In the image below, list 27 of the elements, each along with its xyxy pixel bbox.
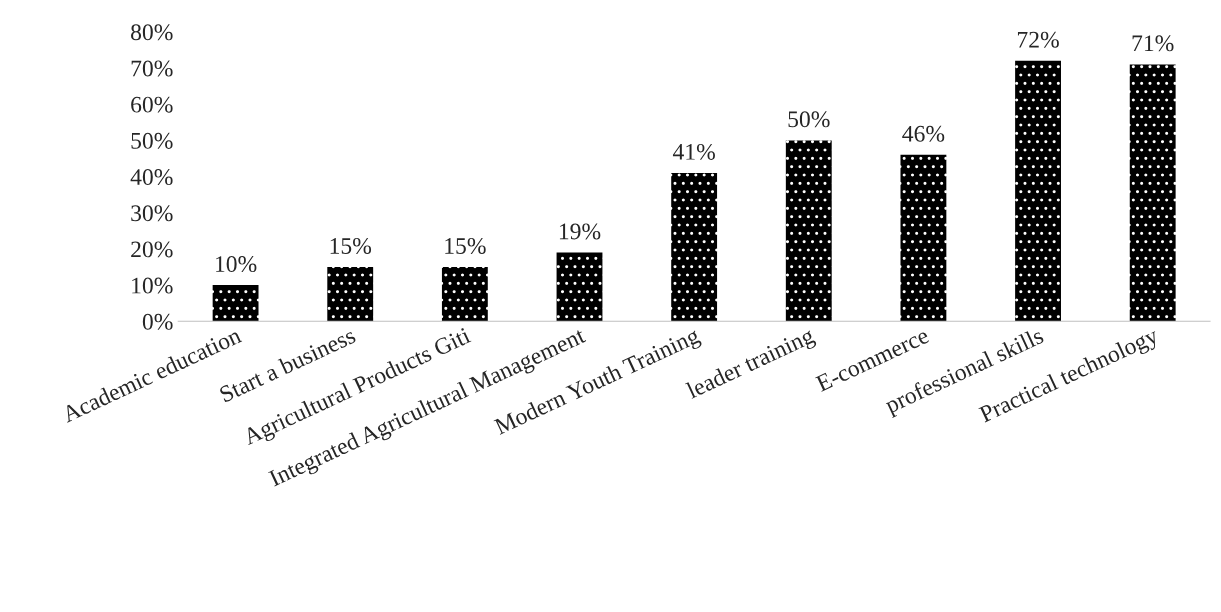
data-label: 19% (559, 223, 601, 240)
bar (441, 267, 488, 322)
bar (1129, 64, 1176, 322)
y-tick-label: 0% (142, 313, 173, 330)
y-tick-label: 30% (131, 205, 173, 222)
data-label: 71% (1132, 35, 1174, 52)
bar (556, 252, 603, 322)
bar (785, 140, 832, 322)
data-label: 72% (1017, 31, 1059, 48)
data-label: 46% (902, 125, 945, 142)
y-tick-label: 70% (131, 60, 173, 77)
data-label: 41% (672, 143, 715, 160)
bar (212, 285, 259, 322)
data-label: 15% (330, 237, 372, 254)
y-tick-label: 60% (131, 96, 173, 113)
y-tick-label: 40% (130, 169, 173, 186)
bar (327, 267, 374, 322)
bar (1015, 60, 1061, 322)
data-label: 10% (216, 256, 257, 273)
y-tick-label: 10% (132, 277, 173, 294)
y-tick-label: 80% (131, 24, 173, 41)
bar (900, 154, 947, 322)
data-label: 15% (445, 237, 486, 254)
data-label: 50% (788, 111, 830, 128)
y-tick-label: 50% (131, 132, 173, 149)
y-tick-label: 20% (131, 241, 173, 258)
bar (671, 172, 718, 322)
